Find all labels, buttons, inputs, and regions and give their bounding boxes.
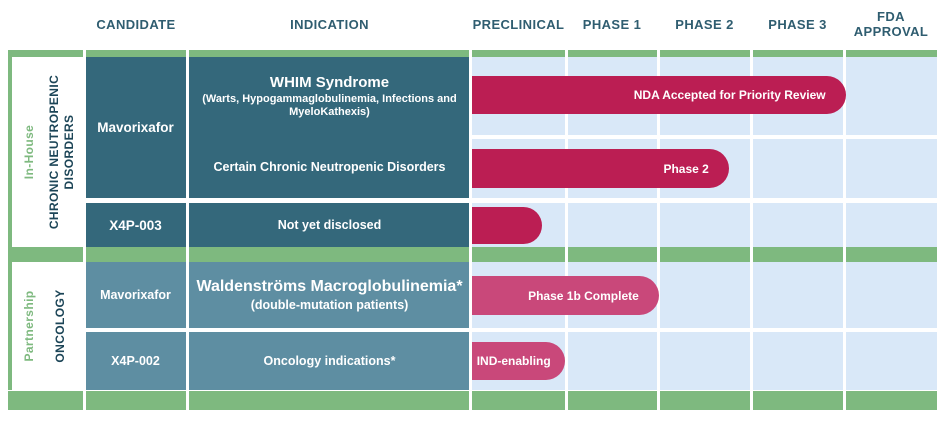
- column-header-phase1: PHASE 1: [582, 16, 642, 32]
- section-label-partnership: Partnership: [22, 290, 36, 362]
- progress-bar-label: Phase 1b Complete: [528, 288, 639, 303]
- gridline: [750, 50, 753, 410]
- gridline: [657, 50, 660, 410]
- progress-bar-label: IND-enabling: [476, 354, 551, 368]
- gridline: [469, 50, 472, 410]
- header-divider-bar: [8, 50, 937, 57]
- partnership-section-strip: [8, 262, 12, 390]
- indication-cell-waldenstroms: Waldenströms Macroglobulinemia* (double-…: [189, 262, 470, 328]
- gridline: [186, 50, 189, 410]
- progress-bar-certain-chronic: Phase 2: [472, 149, 729, 188]
- candidate-name: X4P-003: [109, 217, 162, 233]
- column-header-fda-approval: FDA APPROVAL: [853, 9, 929, 39]
- candidate-cell-x4p-002: X4P-002: [85, 332, 186, 390]
- progress-bar-whim: NDA Accepted for Priority Review: [472, 76, 846, 114]
- column-header-phase2: PHASE 2: [675, 16, 734, 32]
- section-label-in-house: In-House: [22, 124, 36, 180]
- indication-cell-not-yet-disclosed: Not yet disclosed: [189, 203, 470, 247]
- indication-subtitle: (double-mutation patients): [250, 297, 409, 312]
- indication-title: WHIM Syndrome: [269, 73, 390, 91]
- gridline: [83, 50, 86, 410]
- progress-bar-waldenstroms: Phase 1b Complete: [472, 276, 659, 315]
- indication-title: Waldenströms Macroglobulinemia*: [196, 278, 463, 296]
- progress-bar-label: NDA Accepted for Priority Review: [633, 88, 826, 102]
- candidate-cell-mavorixafor-partnership: Mavorixafor: [85, 262, 186, 328]
- column-header-indication: INDICATION: [290, 16, 369, 32]
- indication-certain-chronic-neutropenic: Certain Chronic Neutropenic Disorders: [189, 136, 470, 198]
- progress-bar-x4p-003: [472, 207, 543, 244]
- indication-text: Certain Chronic Neutropenic Disorders: [213, 160, 446, 174]
- candidate-cell-x4p-003: X4P-003: [85, 203, 186, 247]
- indication-text: Not yet disclosed: [277, 218, 382, 232]
- section-divider-bar: [8, 247, 937, 262]
- candidate-name: Mavorixafor: [97, 120, 174, 135]
- indication-whim-syndrome: WHIM Syndrome (Warts, Hypogammaglobuline…: [189, 57, 470, 136]
- indication-cell-oncology-indications: Oncology indications*: [189, 332, 470, 390]
- candidate-name: X4P-002: [111, 354, 160, 368]
- indication-cell-mavorixafor-inhouse: WHIM Syndrome (Warts, Hypogammaglobuline…: [189, 57, 470, 198]
- progress-bar-x4p-002: IND-enabling: [472, 342, 566, 380]
- section-label-oncology: ONCOLOGY: [53, 289, 67, 363]
- indication-subtitle: (Warts, Hypogammaglobulinemia, Infection…: [202, 92, 457, 118]
- gridline: [565, 50, 568, 410]
- column-header-preclinical: PRECLINICAL: [472, 16, 565, 32]
- indication-text: Oncology indications*: [263, 354, 396, 368]
- candidate-cell-mavorixafor-inhouse: Mavorixafor: [85, 57, 186, 198]
- candidate-name: Mavorixafor: [100, 288, 171, 302]
- track-row-x4p-003: [472, 203, 937, 247]
- column-header-candidate: CANDIDATE: [96, 16, 176, 32]
- bottom-border-bar: [8, 391, 937, 410]
- gridline: [843, 50, 846, 410]
- section-label-chronic-neutropenic-disorders: CHRONIC NEUTROPENIC DISORDERS: [47, 74, 76, 230]
- column-header-phase3: PHASE 3: [768, 16, 827, 32]
- in-house-section-strip: [8, 57, 12, 247]
- progress-bar-label: Phase 2: [663, 161, 709, 176]
